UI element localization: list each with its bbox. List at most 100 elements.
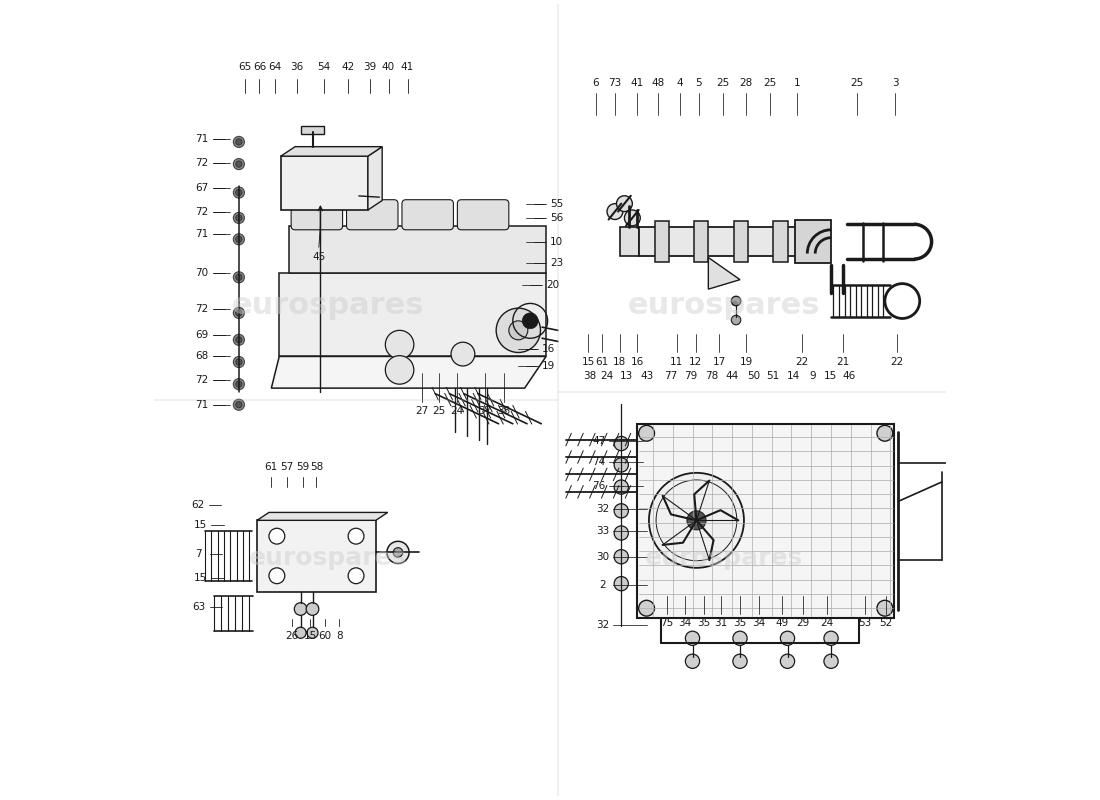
Circle shape [625, 210, 640, 226]
Text: 43: 43 [640, 371, 653, 382]
Text: 62: 62 [191, 499, 205, 510]
FancyBboxPatch shape [458, 200, 509, 230]
Circle shape [235, 310, 242, 316]
Text: 1: 1 [794, 78, 801, 88]
Bar [257, 520, 376, 591]
Circle shape [235, 138, 242, 145]
Circle shape [639, 426, 654, 441]
Polygon shape [279, 274, 546, 357]
Text: 32: 32 [596, 620, 609, 630]
Circle shape [233, 187, 244, 198]
Circle shape [509, 321, 528, 340]
Bar [654, 221, 669, 262]
Text: 17: 17 [713, 357, 726, 367]
Circle shape [733, 631, 747, 646]
Text: 9: 9 [810, 371, 816, 382]
Circle shape [685, 654, 700, 668]
Text: 25: 25 [716, 78, 729, 88]
Text: 10: 10 [550, 237, 563, 246]
Text: 66: 66 [253, 62, 266, 73]
Circle shape [614, 437, 628, 450]
Text: 33: 33 [596, 526, 609, 537]
Text: 19: 19 [739, 357, 754, 367]
Text: 15: 15 [194, 520, 207, 530]
Circle shape [780, 654, 794, 668]
Bar [734, 221, 748, 262]
Circle shape [496, 308, 540, 353]
Text: 5: 5 [695, 78, 702, 88]
Text: 55: 55 [550, 199, 563, 210]
Text: 34: 34 [752, 618, 766, 628]
Circle shape [235, 236, 242, 242]
Text: eurospares: eurospares [232, 290, 425, 319]
Text: 50: 50 [747, 371, 760, 382]
Circle shape [233, 307, 244, 318]
Text: 22: 22 [890, 357, 903, 367]
Circle shape [233, 334, 244, 346]
Text: 13: 13 [619, 371, 632, 382]
Text: 64: 64 [268, 62, 282, 73]
Text: 61: 61 [265, 462, 278, 472]
Circle shape [616, 196, 632, 211]
Text: 14: 14 [788, 371, 801, 382]
Circle shape [649, 473, 744, 568]
Text: 20: 20 [546, 280, 559, 290]
Text: 15: 15 [582, 357, 595, 367]
Text: 41: 41 [630, 78, 644, 88]
Text: 46: 46 [843, 371, 856, 382]
Text: 78: 78 [705, 371, 718, 382]
Bar [694, 221, 708, 262]
Text: 37: 37 [478, 406, 492, 416]
Circle shape [685, 631, 700, 646]
Circle shape [233, 234, 244, 245]
Text: 36: 36 [290, 62, 304, 73]
Circle shape [639, 600, 654, 616]
Text: 72: 72 [195, 158, 208, 167]
Text: 15: 15 [194, 573, 207, 583]
Circle shape [385, 330, 414, 359]
FancyBboxPatch shape [292, 200, 342, 230]
Circle shape [614, 458, 628, 472]
Circle shape [233, 272, 244, 283]
Text: 16: 16 [542, 343, 556, 354]
Text: 28: 28 [739, 78, 754, 88]
Circle shape [233, 158, 244, 170]
Text: 22: 22 [795, 357, 808, 367]
Polygon shape [367, 146, 382, 210]
Text: 31: 31 [714, 618, 727, 628]
Circle shape [732, 315, 740, 325]
Text: 39: 39 [363, 62, 376, 73]
Bar [795, 220, 830, 263]
Text: 38: 38 [583, 371, 596, 382]
Circle shape [614, 550, 628, 564]
Polygon shape [257, 513, 387, 520]
Circle shape [235, 359, 242, 365]
Text: 24: 24 [821, 618, 834, 628]
Circle shape [387, 542, 409, 563]
Circle shape [348, 528, 364, 544]
Circle shape [233, 212, 244, 223]
Text: 8: 8 [337, 631, 343, 641]
Polygon shape [708, 258, 740, 289]
Circle shape [235, 402, 242, 408]
Text: 7: 7 [195, 549, 201, 558]
Text: 76: 76 [593, 481, 606, 490]
Text: 3: 3 [892, 78, 899, 88]
Text: 19: 19 [542, 361, 556, 371]
Polygon shape [280, 146, 382, 156]
Circle shape [235, 190, 242, 196]
Circle shape [394, 548, 403, 557]
Circle shape [306, 602, 319, 615]
Circle shape [235, 337, 242, 343]
Circle shape [614, 504, 628, 518]
Text: 79: 79 [684, 371, 697, 382]
Text: 27: 27 [415, 406, 428, 416]
Circle shape [235, 381, 242, 387]
Circle shape [235, 274, 242, 281]
Text: 67: 67 [195, 183, 208, 193]
Circle shape [295, 627, 306, 638]
Text: 54: 54 [317, 62, 330, 73]
Text: 15: 15 [304, 631, 317, 641]
Text: eurospares: eurospares [250, 546, 407, 570]
Text: 2: 2 [600, 580, 606, 590]
